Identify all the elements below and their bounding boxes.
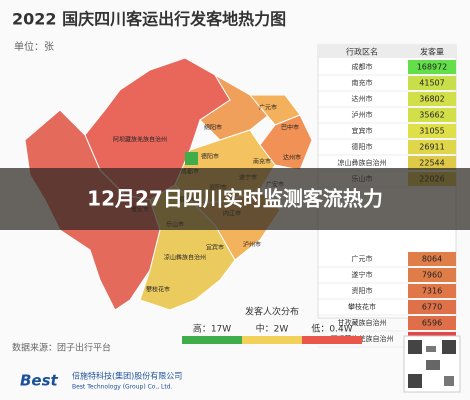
company: 倍施特科技(集团)股份有限公司 xyxy=(72,371,182,381)
value: 6596 xyxy=(422,319,442,328)
value-cell xyxy=(408,156,456,170)
value: 6770 xyxy=(422,303,442,312)
value-cell xyxy=(408,140,456,154)
table-header xyxy=(318,45,456,58)
map-label: 巴中市 xyxy=(281,124,299,132)
unit: 单位：张 xyxy=(14,40,54,53)
qr-code xyxy=(403,335,461,393)
value-cell xyxy=(408,284,456,298)
legend-label: 中：2W xyxy=(256,323,289,335)
value: 26911 xyxy=(419,143,444,152)
value: 7316 xyxy=(422,287,442,296)
region-name: 资阳市 xyxy=(352,286,373,295)
region-name: 德阳市 xyxy=(352,142,373,151)
region-name: 广元市 xyxy=(352,254,373,263)
map-label: 攀枝花市 xyxy=(146,286,170,294)
map-label: 凉山彝族自治州 xyxy=(164,254,206,262)
value: 31055 xyxy=(419,127,444,136)
map-label: 广元市 xyxy=(259,104,277,112)
value-cell xyxy=(408,92,456,106)
value: 7960 xyxy=(422,271,442,280)
legend-label: 高：17W xyxy=(193,323,231,335)
value: 168972 xyxy=(417,63,448,72)
value: 35662 xyxy=(419,111,444,120)
value: 22544 xyxy=(419,159,444,168)
map-label: 阿坝藏族羌族自治州 xyxy=(113,136,167,144)
map-label: 宜宾市 xyxy=(206,244,224,252)
legend-swatch xyxy=(242,336,302,344)
value-cell xyxy=(408,124,456,138)
value: 41507 xyxy=(419,79,444,88)
value-cell xyxy=(408,108,456,122)
map-label: 泸州市 xyxy=(243,241,261,249)
value-cell xyxy=(408,252,456,266)
source: 数据来源：团子出行平台 xyxy=(12,342,111,354)
legend-label: 低：0.4W xyxy=(311,323,352,335)
value-cell xyxy=(408,60,456,74)
region-name: 泸州市 xyxy=(352,110,373,119)
legend: 发客人次分布 高：17W 中：2W 低：0.4W xyxy=(182,306,362,344)
map-label: 南充市 xyxy=(253,158,271,166)
region-name: 南充市 xyxy=(352,78,373,87)
map-label: 德阳市 xyxy=(201,153,219,161)
region-name: 宜宾市 xyxy=(352,126,373,135)
legend-swatch xyxy=(302,336,362,344)
banner-bg xyxy=(0,168,470,230)
legend-title: 发客人次分布 xyxy=(245,306,299,318)
logo: Best xyxy=(20,372,59,390)
company-en: Best Technology (Group) Co., Ltd. xyxy=(72,384,173,391)
value: 36802 xyxy=(419,95,444,104)
region-name: 凉山彝族自治州 xyxy=(338,158,387,167)
banner: 12月27日四川实时监测客流热力 xyxy=(87,187,383,211)
region-name: 甘孜藏族自治州 xyxy=(338,318,387,327)
region-name: 攀枝花市 xyxy=(348,302,376,311)
table-header-cell: 发客量 xyxy=(420,47,444,57)
legend-swatch xyxy=(182,336,242,344)
table-header-cell: 行政区名 xyxy=(346,47,378,57)
map-label: 达州市 xyxy=(283,154,301,162)
value-cell xyxy=(408,300,456,314)
region-chengdu xyxy=(185,152,198,165)
region-name: 达州市 xyxy=(352,94,373,103)
region-name: 成都市 xyxy=(352,62,373,71)
region-name: 遂宁市 xyxy=(352,270,373,279)
title: 2022 国庆四川客运出行发客地热力图 xyxy=(12,10,286,29)
map-label: 绵阳市 xyxy=(204,124,222,132)
value: 8064 xyxy=(422,255,442,264)
value-cell xyxy=(408,316,456,330)
value-cell xyxy=(408,268,456,282)
value-cell xyxy=(408,76,456,90)
